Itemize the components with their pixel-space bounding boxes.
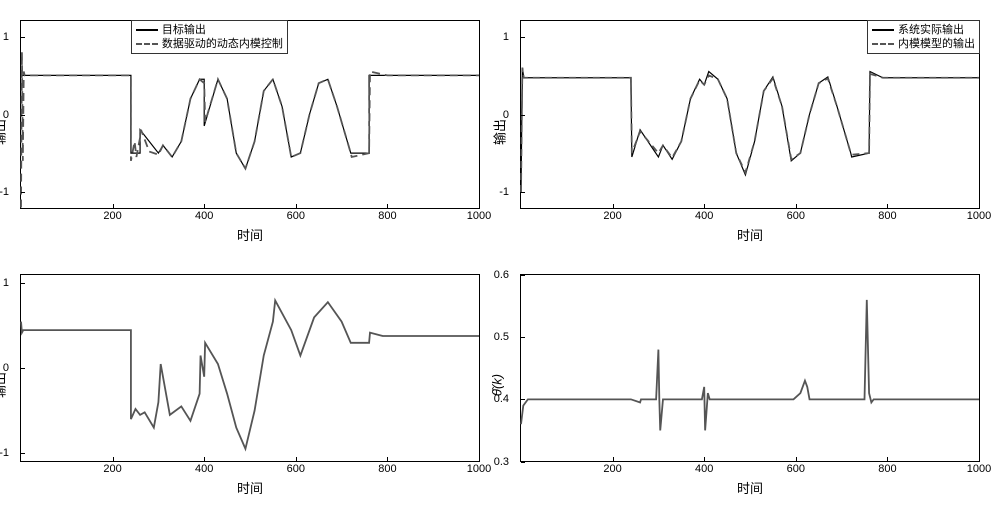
- xtick-label: 200: [603, 463, 621, 475]
- xtick-label: 200: [103, 210, 121, 222]
- panel-top-left: 输出 目标输出数据驱动的动态内模控制 -101 2004006008001000…: [20, 20, 480, 244]
- ytick-label: 0: [503, 109, 509, 121]
- series-line: [21, 300, 479, 448]
- xtick-label: 800: [878, 210, 896, 222]
- series-line: [521, 299, 979, 430]
- ytick-label: 1: [503, 31, 509, 43]
- ylabel-tr: 输出: [490, 119, 509, 145]
- xtick-label: 1000: [467, 210, 491, 222]
- plot-area-br: 0.30.40.50.6 2004006008001000: [520, 274, 980, 463]
- series-line: [521, 68, 979, 192]
- plot-svg-br: [521, 275, 979, 462]
- xtick-label: 600: [787, 210, 805, 222]
- legend-item: 内模模型的输出: [872, 37, 975, 51]
- ytick-label: -1: [0, 447, 9, 459]
- panel-bottom-right: θ̂(k) 0.30.40.50.6 2004006008001000 时间: [520, 274, 980, 498]
- ytick-label: 1: [3, 31, 9, 43]
- xtick-label: 800: [378, 463, 396, 475]
- xtick-label: 400: [195, 463, 213, 475]
- xtick-label: 400: [195, 210, 213, 222]
- xtick-label: 1000: [467, 463, 491, 475]
- legend-label: 内模模型的输出: [898, 37, 975, 51]
- ytick-label: 0.4: [494, 393, 509, 405]
- xtick-label: 400: [695, 463, 713, 475]
- xtick-label: 600: [787, 463, 805, 475]
- xtick-label: 1000: [967, 463, 991, 475]
- xtick-label: 800: [378, 210, 396, 222]
- xtick-label: 400: [695, 210, 713, 222]
- legend-swatch: [872, 43, 894, 45]
- xlabel-br: 时间: [520, 478, 980, 497]
- ytick-label: 0.6: [494, 269, 509, 281]
- plot-area-bl: -101 2004006008001000: [20, 274, 480, 463]
- legend-tr: 系统实际输出内模模型的输出: [867, 20, 980, 54]
- xtick-label: 200: [603, 210, 621, 222]
- panel-bottom-left: 输出 -101 2004006008001000 时间: [20, 274, 480, 498]
- xtick-label: 800: [878, 463, 896, 475]
- legend-label: 系统实际输出: [898, 23, 964, 37]
- legend-label: 数据驱动的动态内模控制: [162, 37, 283, 51]
- panel-top-right: 输出 系统实际输出内模模型的输出 -101 2004006008001000 时…: [520, 20, 980, 244]
- legend-label: 目标输出: [162, 23, 206, 37]
- plot-area-tr: 系统实际输出内模模型的输出 -101 2004006008001000: [520, 20, 980, 209]
- plot-svg-bl: [21, 275, 479, 462]
- ytick-label: -1: [0, 186, 9, 198]
- ytick-label: -1: [499, 186, 509, 198]
- xlabel-tr: 时间: [520, 225, 980, 244]
- ytick-label: 0: [3, 362, 9, 374]
- legend-item: 数据驱动的动态内模控制: [136, 37, 283, 51]
- xlabel-tl: 时间: [20, 225, 480, 244]
- ylabel-tl: 输出: [0, 119, 9, 145]
- ylabel-bl: 输出: [0, 372, 9, 398]
- legend-swatch: [872, 29, 894, 31]
- xtick-label: 200: [103, 463, 121, 475]
- ytick-label: 0: [3, 109, 9, 121]
- legend-item: 系统实际输出: [872, 23, 975, 37]
- plot-area-tl: 目标输出数据驱动的动态内模控制 -101 2004006008001000: [20, 20, 480, 209]
- xtick-label: 600: [287, 210, 305, 222]
- legend-swatch: [136, 43, 158, 45]
- xtick-label: 1000: [967, 210, 991, 222]
- xtick-label: 600: [287, 463, 305, 475]
- legend-swatch: [136, 29, 158, 31]
- series-line: [521, 68, 979, 192]
- ytick-label: 1: [3, 277, 9, 289]
- chart-grid: 输出 目标输出数据驱动的动态内模控制 -101 2004006008001000…: [20, 20, 980, 497]
- legend-item: 目标输出: [136, 23, 283, 37]
- xlabel-bl: 时间: [20, 478, 480, 497]
- legend-tl: 目标输出数据驱动的动态内模控制: [131, 20, 288, 54]
- ytick-label: 0.3: [494, 456, 509, 468]
- ytick-label: 0.5: [494, 331, 509, 343]
